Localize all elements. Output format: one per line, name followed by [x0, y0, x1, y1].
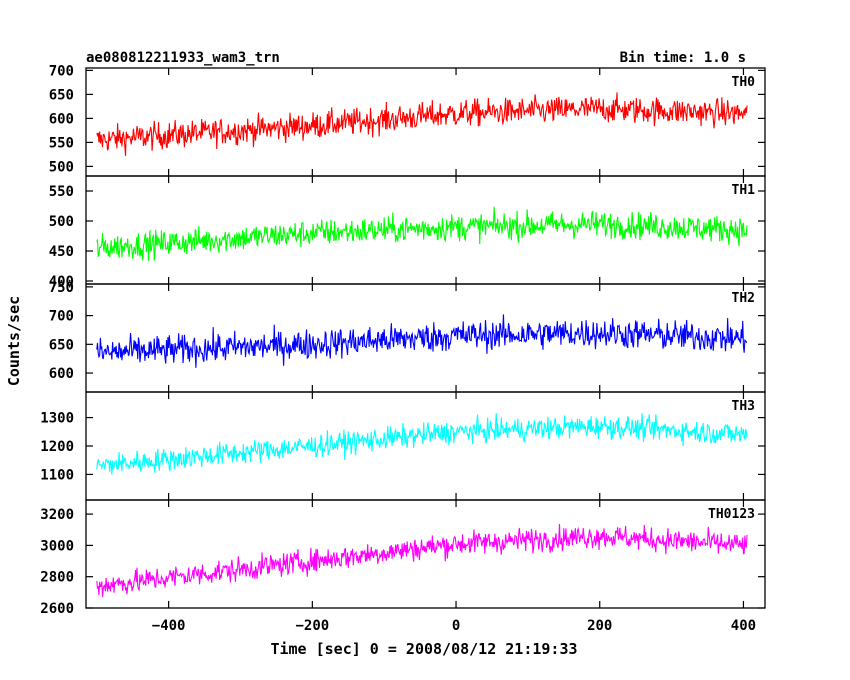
- y-axis-label: Counts/sec: [5, 296, 23, 386]
- y-tick-label: 2600: [40, 601, 74, 617]
- y-tick-label: 750: [49, 280, 74, 296]
- series-th2: [96, 314, 748, 368]
- series-th1: [96, 206, 748, 261]
- x-tick-label: 0: [452, 618, 460, 634]
- y-tick-label: 500: [49, 214, 74, 230]
- panel-label: TH0: [732, 75, 756, 90]
- y-tick-label: 700: [49, 309, 74, 325]
- y-tick-label: 600: [49, 366, 74, 382]
- y-tick-label: 650: [49, 87, 74, 103]
- panel-th2: 600 650 700 750 TH2: [49, 280, 766, 393]
- x-tick-label: −200: [295, 618, 329, 634]
- panel-frame: [85, 499, 766, 609]
- y-tick-label: 400: [49, 274, 74, 290]
- series-th0: [96, 92, 748, 156]
- y-tick-label: 700: [49, 63, 74, 79]
- y-tick-label: 3000: [40, 538, 74, 554]
- y-tick-label: 1300: [40, 411, 74, 427]
- y-tick-label: 3200: [40, 507, 74, 523]
- series-th0123: [96, 523, 748, 597]
- y-tick-label: 550: [49, 184, 74, 200]
- chart-title: ae080812211933_wam3_trn: [86, 50, 280, 66]
- y-tick-label: 2800: [40, 570, 74, 586]
- panel-label: TH2: [732, 291, 755, 306]
- y-tick-label: 500: [49, 159, 74, 175]
- x-tick-label: 400: [731, 618, 756, 634]
- panel-frame: [85, 67, 766, 177]
- panel-frame: [85, 391, 766, 501]
- panel-label: TH3: [732, 399, 755, 414]
- x-tick-label: 200: [587, 618, 612, 634]
- panel-frame: [85, 175, 766, 285]
- y-tick-label: 550: [49, 135, 74, 151]
- y-tick-label: 450: [49, 244, 74, 260]
- y-tick-label: 1200: [40, 439, 74, 455]
- panel-frame: [85, 283, 766, 393]
- y-tick-label: 1100: [40, 467, 74, 483]
- y-tick-label: 600: [49, 111, 74, 127]
- panel-th0: 500 550 600 650 700 TH0: [49, 63, 766, 177]
- panel-label: TH0123: [708, 507, 755, 522]
- bin-time-label: Bin time: 1.0 s: [620, 50, 746, 66]
- panel-th0123: 2600 2800 3000 3200 TH0123: [40, 499, 766, 617]
- panel-th3: 1100 1200 1300 TH3: [40, 391, 766, 501]
- x-tick-label: −400: [152, 618, 186, 634]
- x-axis-label: Time [sec] 0 = 2008/08/12 21:19:33: [270, 640, 577, 658]
- panel-label: TH1: [732, 183, 756, 198]
- y-tick-label: 650: [49, 337, 74, 353]
- panel-th1: 400 450 500 550 TH1: [49, 175, 766, 290]
- series-th3: [96, 413, 748, 475]
- panels-group: 500 550 600 650 700 TH0 400 450 500 550 TH1 600 650 7…: [40, 63, 766, 634]
